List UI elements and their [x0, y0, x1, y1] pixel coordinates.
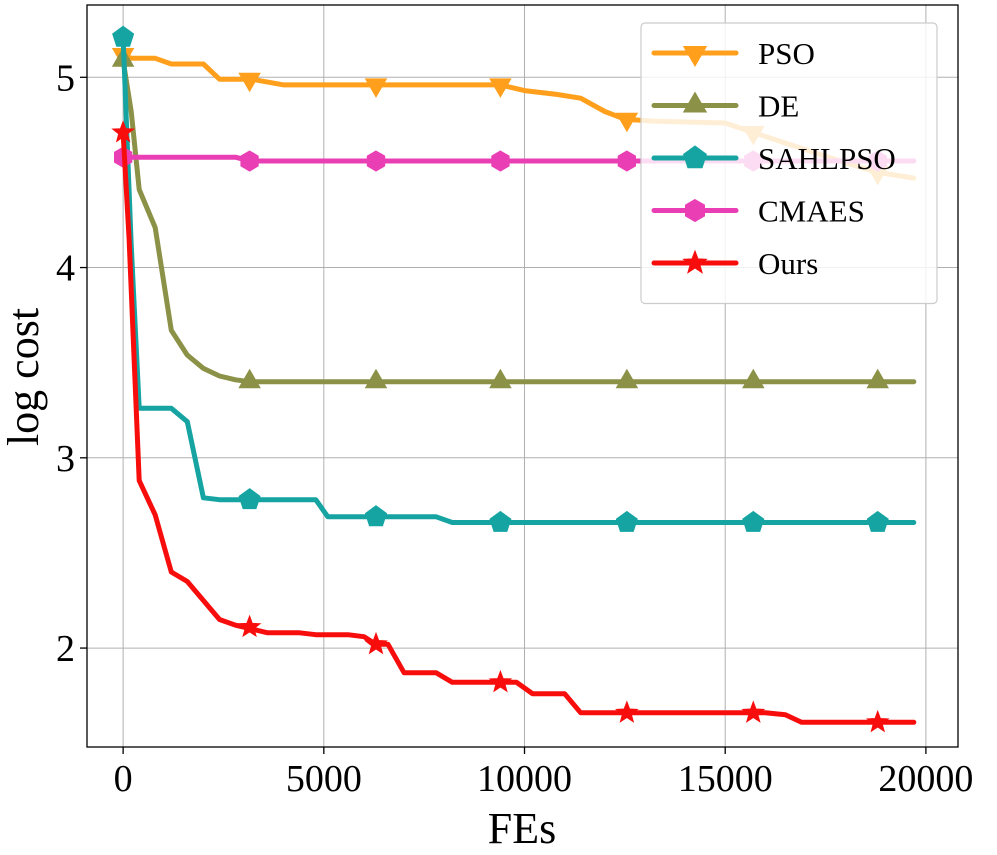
data-point-de	[238, 368, 261, 389]
data-point-cmaes	[240, 150, 259, 172]
legend-label-ours: Ours	[758, 246, 818, 281]
data-point-pso	[238, 72, 261, 93]
legend-entry-pso: PSO	[651, 36, 815, 71]
x-tick-label: 0	[114, 758, 133, 800]
legend-label-cmaes: CMAES	[758, 194, 865, 229]
legend-entry-ours: Ours	[651, 246, 818, 281]
data-point-de	[615, 368, 639, 389]
legend-marker-ours	[682, 249, 708, 274]
series-line-de	[120, 57, 917, 385]
y-tick-label: 3	[56, 438, 75, 480]
data-point-sahlpso	[238, 488, 261, 510]
x-tick-label: 10000	[477, 758, 572, 800]
data-point-ours	[741, 700, 766, 723]
legend-marker-sahlpso	[683, 145, 707, 169]
legend-entry-de: DE	[651, 89, 799, 124]
data-point-sahlpso	[364, 505, 388, 527]
data-point-sahlpso	[615, 510, 638, 532]
y-tick-label: 2	[56, 628, 75, 670]
series-de	[111, 47, 917, 389]
data-point-pso	[364, 78, 388, 98]
data-point-ours	[111, 120, 135, 143]
x-tick-label: 20000	[878, 758, 973, 800]
legend-label-sahlpso: SAHLPSO	[758, 141, 896, 176]
data-point-de	[866, 368, 889, 389]
x-axis-label: FEs	[488, 804, 556, 853]
data-point-sahlpso	[112, 25, 135, 47]
data-point-de	[489, 368, 512, 389]
data-point-ours	[865, 709, 890, 733]
legend: PSO DE SAHLPSO CMAES Ours	[640, 22, 938, 305]
legend-entry-cmaes: CMAES	[651, 194, 865, 229]
data-point-sahlpso	[742, 510, 765, 532]
y-axis-label: log cost	[0, 308, 48, 446]
legend-box	[640, 22, 938, 305]
data-point-ours	[364, 631, 388, 655]
series-line-sahlpso	[120, 34, 917, 525]
ticks: 0 5000 10000 15000 20000 2 3 4 5	[56, 57, 973, 800]
data-point-ours	[615, 700, 639, 723]
data-point-ours	[488, 669, 513, 693]
x-tick-label: 5000	[286, 758, 362, 800]
series-sahlpso	[112, 25, 917, 532]
data-point-cmaes	[491, 150, 510, 172]
data-point-cmaes	[366, 150, 386, 172]
legend-label-de: DE	[758, 89, 799, 124]
data-point-ours	[237, 614, 262, 638]
plot-frame	[86, 4, 959, 748]
x-tick-label: 15000	[678, 758, 773, 800]
legend-marker-de	[682, 91, 708, 113]
data-point-de	[364, 368, 388, 389]
legend-marker-cmaes	[685, 198, 705, 223]
legend-label-pso: PSO	[758, 36, 815, 71]
data-point-de	[742, 368, 765, 389]
series-ours	[111, 120, 917, 733]
data-point-pso	[615, 112, 639, 133]
data-point-sahlpso	[489, 510, 512, 532]
y-tick-label: 5	[56, 57, 75, 99]
data-point-pso	[489, 78, 512, 98]
data-point-cmaes	[617, 150, 636, 172]
legend-marker-pso	[682, 46, 708, 67]
data-point-sahlpso	[866, 510, 889, 532]
y-tick-label: 4	[56, 248, 75, 290]
legend-entry-sahlpso: SAHLPSO	[651, 141, 896, 176]
